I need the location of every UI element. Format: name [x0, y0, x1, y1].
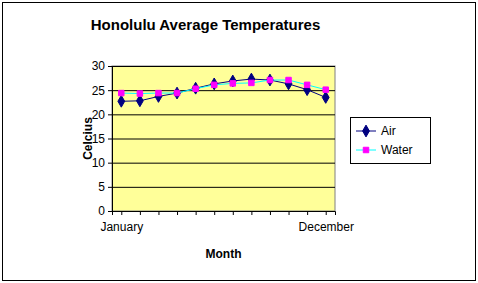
series-line	[121, 80, 325, 94]
series-marker	[155, 91, 162, 103]
y-tick-mark	[108, 90, 112, 91]
x-tick-mark	[307, 211, 308, 215]
legend: Air Water	[351, 118, 431, 164]
x-tick-mark	[326, 211, 327, 215]
legend-marker	[363, 125, 370, 137]
series-marker	[323, 87, 328, 92]
series-marker	[119, 90, 124, 95]
x-tick-mark	[289, 211, 290, 215]
legend-label: Air	[381, 124, 396, 138]
chart-area	[3, 3, 476, 281]
y-axis-title: Celcius	[81, 117, 95, 160]
y-tick-label: 5	[98, 180, 105, 194]
x-tick: January	[100, 211, 143, 234]
series-marker	[229, 75, 236, 87]
y-tick-mark	[108, 66, 112, 67]
y-tick: 0	[98, 204, 112, 218]
y-tick: 5	[98, 180, 112, 194]
x-tick-label: January	[100, 220, 143, 234]
legend-entry: Water	[356, 143, 413, 157]
x-axis-title: Month	[206, 247, 242, 261]
x-tick-mark	[196, 211, 197, 215]
legend-label: Water	[381, 143, 413, 157]
y-axis-line	[108, 67, 113, 212]
series-marker	[118, 95, 125, 107]
y-tick-label: 25	[92, 84, 106, 98]
series-marker	[286, 77, 291, 82]
y-tick-mark	[108, 187, 112, 188]
y-tick-mark	[108, 163, 112, 164]
y-tick-label: 0	[98, 204, 105, 218]
series-marker	[174, 90, 179, 95]
series-marker	[193, 86, 198, 91]
y-tick: 25	[92, 84, 112, 98]
grid-line	[112, 66, 335, 67]
series-marker	[285, 78, 292, 90]
legend-entry: Air	[356, 124, 396, 138]
x-axis: January December	[100, 211, 353, 234]
x-tick	[196, 211, 197, 215]
x-tick	[177, 211, 178, 215]
grid-line	[112, 139, 335, 140]
series-marker	[211, 82, 216, 87]
series-marker	[267, 77, 272, 82]
series-marker	[156, 90, 161, 95]
x-tick-mark	[270, 211, 271, 215]
series-marker	[322, 92, 329, 104]
series-marker	[248, 73, 255, 85]
series-1	[119, 77, 329, 96]
chart: 051015202530JanuaryDecemberHonolulu Aver…	[0, 0, 478, 283]
grid-line	[112, 114, 335, 115]
x-tick-mark	[140, 211, 141, 215]
series-line	[121, 79, 325, 101]
series-marker	[304, 82, 309, 87]
grid-line	[112, 163, 335, 164]
series-marker	[267, 74, 274, 86]
y-tick: 30	[92, 59, 112, 73]
x-axis-line	[113, 212, 336, 216]
x-tick-label: December	[299, 220, 354, 234]
title: Honolulu Average Temperatures	[91, 16, 321, 33]
series-marker	[211, 78, 218, 90]
grid	[112, 67, 335, 212]
x-tick	[307, 211, 308, 215]
series-marker	[249, 80, 254, 85]
x-tick	[289, 211, 290, 215]
grid-line	[112, 90, 335, 91]
plot-area	[112, 66, 335, 211]
series-marker	[137, 91, 142, 96]
legend-marker	[363, 147, 368, 152]
x-tick	[158, 211, 159, 215]
series-marker	[192, 82, 199, 94]
series-0	[118, 73, 329, 107]
x-tick	[270, 211, 271, 215]
x-tick-mark	[214, 211, 215, 215]
x-tick-mark	[177, 211, 178, 215]
y-tick-label: 30	[92, 59, 106, 73]
series-marker	[230, 81, 235, 86]
x-tick-mark	[121, 211, 122, 215]
x-tick: December	[299, 211, 354, 234]
grid-line	[112, 187, 335, 188]
x-tick-mark	[158, 211, 159, 215]
x-tick	[214, 211, 215, 215]
series-group	[118, 73, 329, 107]
x-tick	[140, 211, 141, 215]
x-tick-mark	[251, 211, 252, 215]
x-tick	[251, 211, 252, 215]
x-tick	[233, 211, 234, 215]
x-tick-mark	[233, 211, 234, 215]
y-tick-mark	[108, 211, 112, 212]
y-tick-mark	[108, 139, 112, 140]
series-marker	[174, 87, 181, 99]
legend-box	[351, 118, 431, 164]
y-tick-mark	[108, 114, 112, 115]
